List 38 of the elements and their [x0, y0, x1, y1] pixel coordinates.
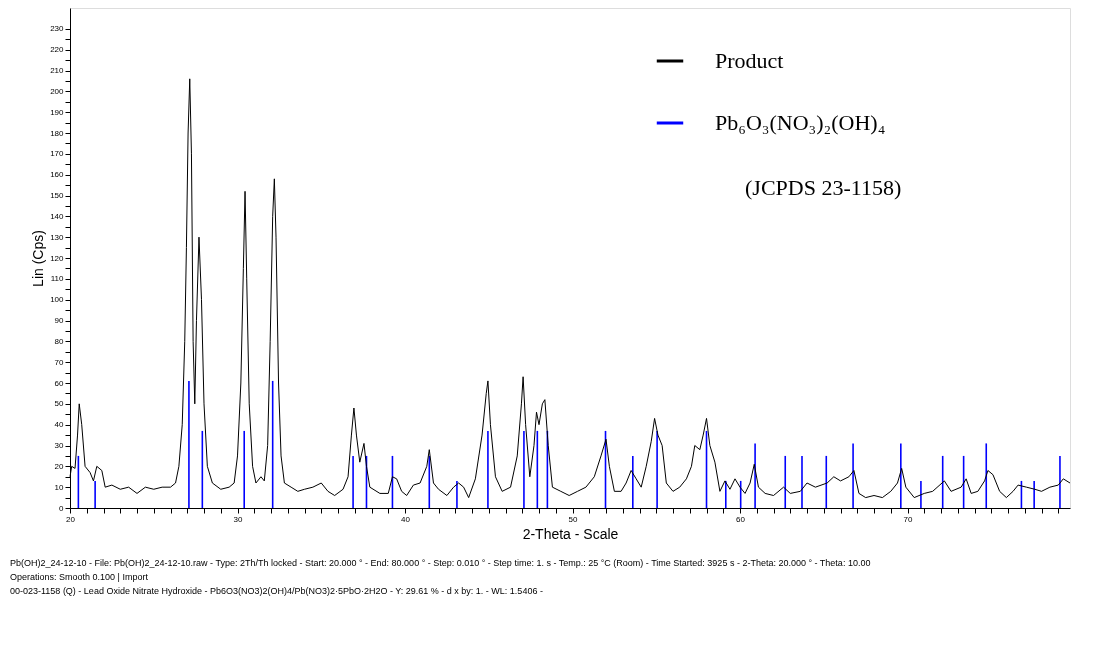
y-tick-label: 180 [50, 128, 65, 138]
y-tick-label: 160 [50, 170, 65, 180]
y-tick-label: 140 [50, 211, 65, 221]
x-tick-label: 40 [401, 514, 411, 524]
y-tick-label: 90 [54, 316, 65, 325]
annotation: (JCPDS 23-1158) [745, 175, 902, 200]
y-tick-label: 220 [50, 45, 65, 55]
x-tick-label: 20 [66, 514, 76, 524]
x-tick-label: 30 [233, 514, 243, 524]
text: 00-023-1158 (Q) - Lead Oxide Nitrate Hydroxide - Pb6O3(NO3)2(OH)4/Pb(NO3)2·5PbO·2H2O - Y: 29.61 % - d x by: 1. - WL: 1.5406 - [10, 586, 543, 596]
y-tick-label: 170 [50, 149, 65, 159]
x-tick-label: 60 [736, 514, 746, 524]
y-tick-label: 200 [50, 86, 65, 96]
y-axis-title: Lin (Cps) [30, 230, 47, 287]
y-tick-label: 10 [54, 482, 65, 492]
y-tick-label: 40 [54, 420, 65, 430]
y-tick-label: 60 [54, 378, 65, 388]
text: Pb(OH)2_24-12-10 - File: Pb(OH)2_24-12-10.raw - Type: 2Th/Th locked - Start: 20.000 ° - End: 80.000 ° - Step: 0.010 ° - Step time: 1. s - Temp.: 25 °C (Room) - Time Started: 3925 s - 2-Theta: 20.000 ° - Theta: 10.00 [10, 558, 871, 568]
y-tick-label: 30 [54, 441, 65, 450]
y-tick-label: 80 [54, 336, 65, 346]
x-tick-label: 70 [903, 514, 914, 524]
y-tick-label: 100 [50, 295, 65, 305]
y-tick-label: 210 [50, 66, 65, 75]
y-tick-label: 110 [50, 274, 65, 284]
legend-label: Pb₆O₃(NO₃)₂(OH)₄ [715, 110, 886, 135]
legend-label: Product [715, 48, 784, 73]
x-axis-title: 2-Theta - Scale [522, 525, 619, 542]
y-tick-label: 50 [54, 399, 65, 409]
y-tick-label: 190 [50, 107, 65, 117]
y-tick-label: 20 [54, 461, 65, 471]
x-tick-label: 50 [568, 514, 579, 524]
y-tick-label: 150 [50, 191, 65, 200]
text: Operations: Smooth 0.100 | Import [10, 572, 149, 582]
y-tick-label: 70 [54, 357, 65, 367]
y-tick-label: 130 [50, 232, 65, 242]
y-tick-label: 120 [50, 253, 65, 263]
y-tick-label: 230 [50, 24, 65, 34]
y-tick-label: 0 [59, 503, 65, 513]
